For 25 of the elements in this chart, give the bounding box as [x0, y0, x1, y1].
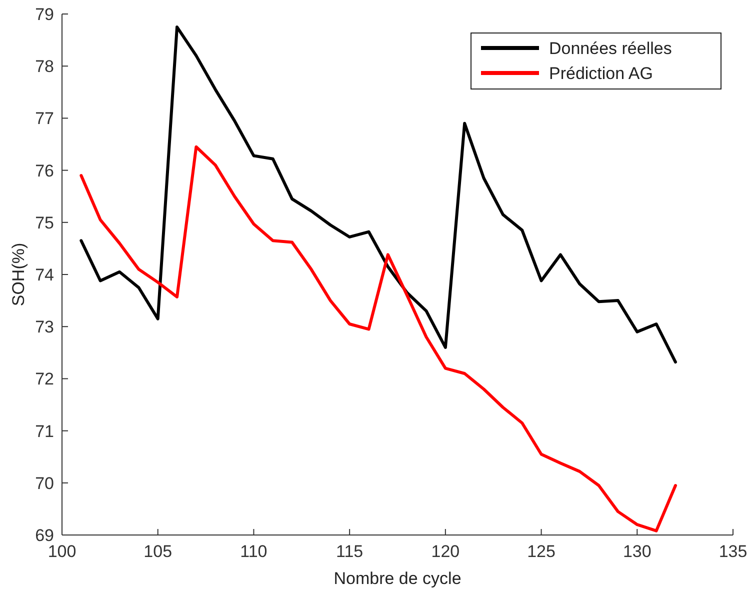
y-axis-title: SOH(%): [9, 242, 28, 306]
y-tick-label: 79: [35, 5, 54, 24]
x-tick-label: 125: [527, 542, 556, 561]
legend-label: Données réelles: [549, 39, 672, 58]
x-tick-label: 120: [431, 542, 460, 561]
y-tick-label: 71: [35, 422, 54, 441]
y-tick-label: 76: [35, 161, 54, 180]
line-series: [80, 145, 677, 532]
y-tick-label: 73: [35, 318, 54, 337]
y-tick-label: 77: [35, 109, 54, 128]
x-tick-label: 115: [336, 542, 364, 561]
y-tick-label: 78: [35, 57, 54, 76]
y-tick-label: 70: [35, 474, 54, 493]
x-axis-title: Nombre de cycle: [334, 569, 462, 588]
y-tick-label: 72: [35, 370, 54, 389]
legend-label: Prédiction AG: [549, 64, 653, 83]
x-tick-label: 105: [144, 542, 172, 561]
x-tick-label: 100: [48, 542, 76, 561]
y-tick-label: 74: [35, 266, 54, 284]
y-tick-label: 75: [35, 213, 54, 232]
line-series: [80, 26, 677, 364]
x-tick-label: 130: [622, 542, 652, 561]
x-tick-label: 135: [718, 542, 748, 561]
y-tick-label: 69: [35, 526, 54, 545]
x-tick-label: 110: [240, 542, 268, 561]
